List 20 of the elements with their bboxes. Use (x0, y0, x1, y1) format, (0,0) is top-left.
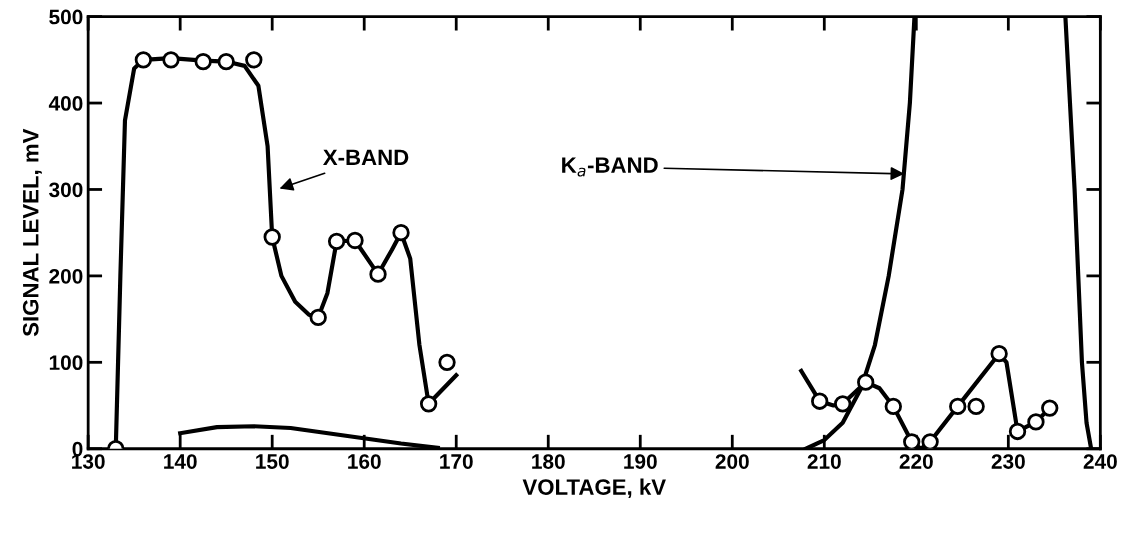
x-tick-label: 180 (532, 454, 565, 469)
y-tick-label: 100 (49, 355, 83, 371)
x-tick-label: 190 (624, 454, 657, 469)
x-tick-label: 200 (715, 454, 749, 469)
x-tick-label: 160 (348, 454, 381, 469)
x-tick-label: 170 (440, 454, 473, 469)
x-tick-label: 240 (1083, 454, 1117, 469)
x-tick-label: 220 (899, 454, 933, 469)
annotation: K$_{a}$-BAND (562, 157, 658, 177)
x-tick-label: 150 (256, 454, 289, 469)
x-tick-label: 230 (991, 454, 1025, 469)
y-tick-label: 500 (49, 9, 83, 25)
y-tick-label: 300 (49, 182, 83, 198)
y-tick-label: 400 (48, 96, 83, 111)
x-tick-label: 140 (164, 454, 197, 469)
annotation: X-BAND (323, 149, 409, 165)
y-axis-title: SIGNAL LEVEL, mV (22, 128, 42, 337)
y-tick-label: 200 (49, 268, 83, 284)
x-tick-label: 210 (807, 454, 841, 469)
x-axis-title: VOLTAGE, kV (522, 478, 666, 499)
